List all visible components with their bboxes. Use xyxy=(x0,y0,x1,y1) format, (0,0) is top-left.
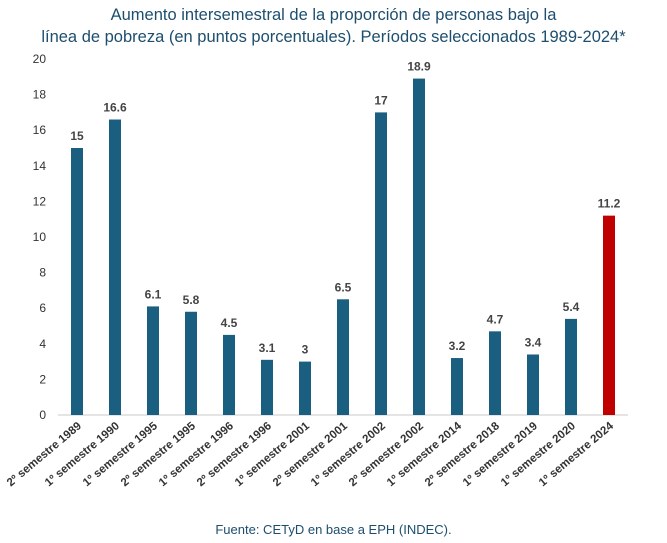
y-tick-label: 2 xyxy=(39,372,46,386)
bar-12 xyxy=(489,331,501,415)
bar-9 xyxy=(375,112,387,416)
y-tick-label: 4 xyxy=(39,337,46,351)
data-label: 11.2 xyxy=(598,197,621,211)
y-tick-label: 12 xyxy=(33,194,47,208)
data-label: 3.4 xyxy=(525,335,542,349)
bar-14 xyxy=(565,318,577,415)
bar-4 xyxy=(185,311,197,415)
y-axis: 0 2 4 6 8 10 12 14 16 18 20 xyxy=(33,52,47,422)
bar-3 xyxy=(147,306,159,415)
y-tick-label: 8 xyxy=(39,266,46,280)
chart-title-line-2: línea de pobreza (en puntos porcentuales… xyxy=(41,28,626,46)
data-label: 6.5 xyxy=(335,280,352,294)
data-label: 16.6 xyxy=(103,101,127,115)
data-label: 5.8 xyxy=(183,293,200,307)
data-label: 18.9 xyxy=(407,60,431,74)
bar-15 xyxy=(603,215,615,415)
bar-11 xyxy=(451,358,463,415)
y-tick-label: 16 xyxy=(33,123,47,137)
data-label: 4.5 xyxy=(221,316,238,330)
bar-2 xyxy=(109,119,121,416)
y-tick-label: 18 xyxy=(33,88,47,102)
bar-chart: 0 2 4 6 8 10 12 14 16 18 20 15 16.6 6.1 5.8 4.5 3.1 3 6.5… xyxy=(5,52,628,489)
bar-8 xyxy=(337,299,349,415)
data-label: 17 xyxy=(374,93,388,107)
chart-title-line-1: Aumento intersemestral de la proporción … xyxy=(110,6,557,24)
chart-title: Aumento intersemestral de la proporción … xyxy=(0,4,667,48)
y-tick-label: 20 xyxy=(33,52,47,66)
bar-13 xyxy=(527,354,539,415)
data-label: 15 xyxy=(70,129,84,143)
bar-10 xyxy=(413,78,425,415)
bar-7 xyxy=(299,361,311,415)
bar-1 xyxy=(71,148,83,415)
y-tick-label: 10 xyxy=(33,230,47,244)
data-label: 3.1 xyxy=(259,341,276,355)
data-label: 4.7 xyxy=(487,312,504,326)
data-label: 3.2 xyxy=(449,339,466,353)
y-tick-label: 6 xyxy=(39,301,46,315)
bars xyxy=(71,78,615,416)
data-label: 5.4 xyxy=(563,300,580,314)
source-note: Fuente: CETyD en base a EPH (INDEC). xyxy=(215,522,452,537)
y-tick-label: 14 xyxy=(33,159,47,173)
data-label: 3 xyxy=(302,343,309,357)
y-tick-label: 0 xyxy=(39,408,46,422)
data-labels: 15 16.6 6.1 5.8 4.5 3.1 3 6.5 17 18.9 3.2 4.7 3.4 5.4… xyxy=(70,60,620,357)
bar-5 xyxy=(223,334,235,415)
bar-6 xyxy=(261,359,273,415)
data-label: 6.1 xyxy=(145,287,162,301)
